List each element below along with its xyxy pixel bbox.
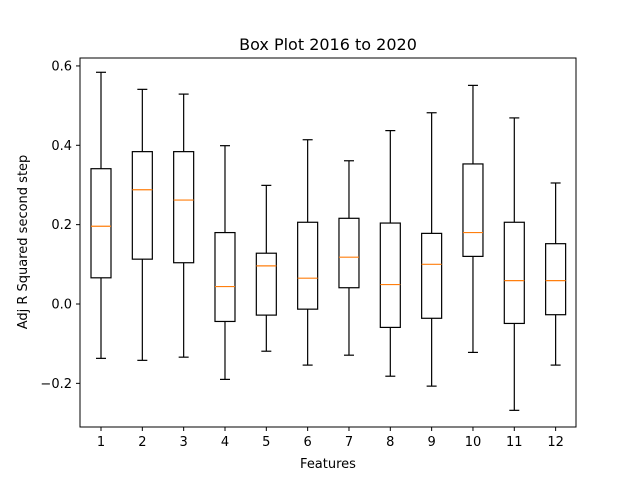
y-tick-label: 0.0 xyxy=(51,298,72,313)
box-11 xyxy=(503,117,525,411)
x-tick-label: 10 xyxy=(465,435,482,450)
x-axis-label: Features xyxy=(300,457,356,472)
x-tick-label: 8 xyxy=(386,435,394,450)
y-tick-label: 0.4 xyxy=(51,139,72,154)
x-tick-label: 3 xyxy=(180,435,188,450)
box-8 xyxy=(379,130,401,377)
y-axis-label: Adj R Squared second step xyxy=(16,155,31,330)
y-axis: −0.2 0.0 0.2 0.4 0.6 xyxy=(40,59,80,392)
iqr-box xyxy=(545,243,567,316)
iqr-box xyxy=(255,252,277,316)
x-tick-label: 4 xyxy=(221,435,229,450)
box-12 xyxy=(545,182,567,366)
x-tick-label: 9 xyxy=(427,435,435,450)
box-1 xyxy=(90,71,112,359)
x-tick-label: 5 xyxy=(262,435,270,450)
iqr-box xyxy=(503,221,525,325)
box-5 xyxy=(255,184,277,352)
chart-title: Box Plot 2016 to 2020 xyxy=(239,35,417,54)
box-9 xyxy=(421,112,443,387)
iqr-box xyxy=(90,168,112,279)
x-tick-label: 6 xyxy=(304,435,312,450)
axes-frame xyxy=(79,57,577,428)
plot-area xyxy=(90,71,567,411)
iqr-box xyxy=(421,232,443,319)
box-3 xyxy=(173,93,195,358)
iqr-box xyxy=(173,151,195,264)
x-tick-label: 7 xyxy=(345,435,353,450)
iqr-box xyxy=(297,221,319,310)
y-tick-label: 0.2 xyxy=(51,218,72,233)
y-tick-label: −0.2 xyxy=(40,377,72,392)
x-tick-label: 1 xyxy=(97,435,105,450)
box-4 xyxy=(214,145,236,380)
x-tick-label: 11 xyxy=(506,435,523,450)
iqr-box xyxy=(462,163,484,257)
box-10 xyxy=(462,84,484,354)
box-6 xyxy=(297,139,319,366)
box-7 xyxy=(338,160,360,356)
x-axis: 1 2 3 4 5 6 7 8 9 10 11 12 xyxy=(97,427,564,450)
iqr-box xyxy=(214,231,236,323)
y-tick-label: 0.6 xyxy=(51,59,72,74)
iqr-box xyxy=(131,151,153,260)
iqr-box xyxy=(379,222,401,329)
x-tick-label: 2 xyxy=(138,435,146,450)
x-tick-label: 12 xyxy=(547,435,564,450)
iqr-box xyxy=(338,217,360,289)
box-2 xyxy=(131,88,153,361)
